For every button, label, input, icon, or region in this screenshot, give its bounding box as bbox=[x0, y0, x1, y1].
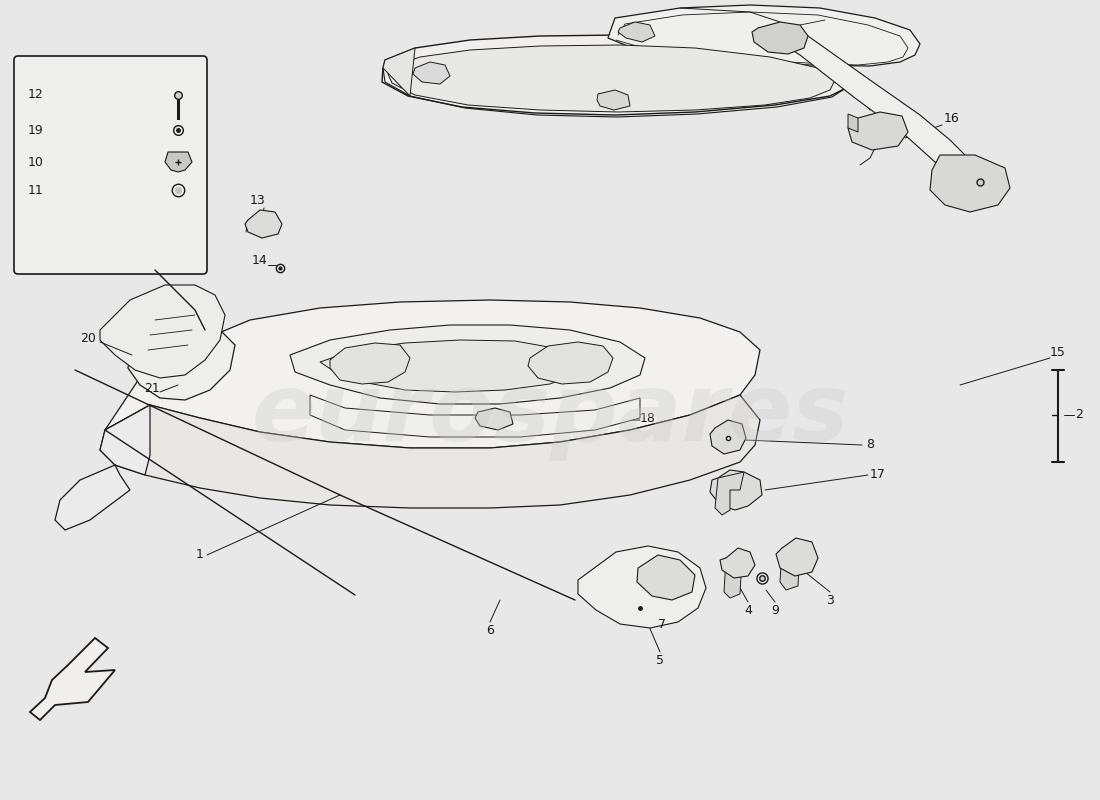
Text: 13: 13 bbox=[250, 194, 266, 206]
Polygon shape bbox=[848, 114, 858, 132]
Polygon shape bbox=[310, 395, 640, 437]
Polygon shape bbox=[320, 340, 580, 392]
FancyBboxPatch shape bbox=[14, 56, 207, 274]
Polygon shape bbox=[475, 408, 513, 430]
Polygon shape bbox=[128, 320, 235, 400]
Text: 11: 11 bbox=[28, 183, 44, 197]
Text: 3: 3 bbox=[826, 594, 834, 606]
Text: 5: 5 bbox=[656, 654, 664, 666]
Polygon shape bbox=[528, 342, 613, 384]
Text: 7: 7 bbox=[658, 618, 666, 631]
Polygon shape bbox=[412, 62, 450, 84]
Text: 2: 2 bbox=[1075, 409, 1082, 422]
Text: 9: 9 bbox=[771, 603, 779, 617]
Text: 10: 10 bbox=[28, 155, 44, 169]
Polygon shape bbox=[776, 538, 818, 576]
Polygon shape bbox=[848, 112, 908, 150]
Polygon shape bbox=[382, 35, 855, 115]
Text: 6: 6 bbox=[486, 623, 494, 637]
Polygon shape bbox=[597, 90, 630, 110]
Text: 18: 18 bbox=[640, 411, 656, 425]
Text: 16: 16 bbox=[944, 111, 960, 125]
Text: 15: 15 bbox=[1050, 346, 1066, 358]
Text: 12: 12 bbox=[28, 89, 44, 102]
Polygon shape bbox=[55, 405, 150, 530]
Text: 1: 1 bbox=[196, 549, 204, 562]
Polygon shape bbox=[388, 45, 835, 112]
Polygon shape bbox=[720, 548, 755, 578]
Polygon shape bbox=[618, 22, 654, 42]
Text: 8: 8 bbox=[866, 438, 874, 451]
Polygon shape bbox=[608, 5, 920, 66]
Polygon shape bbox=[780, 542, 812, 590]
Polygon shape bbox=[710, 420, 746, 454]
Text: 21: 21 bbox=[144, 382, 159, 394]
Polygon shape bbox=[724, 552, 750, 598]
Polygon shape bbox=[104, 300, 760, 448]
Text: 20: 20 bbox=[80, 331, 96, 345]
Text: eurospares: eurospares bbox=[251, 369, 849, 461]
Polygon shape bbox=[330, 343, 410, 384]
Polygon shape bbox=[383, 48, 415, 96]
Text: 4: 4 bbox=[744, 603, 752, 617]
Polygon shape bbox=[710, 470, 762, 510]
Polygon shape bbox=[930, 155, 1010, 212]
Polygon shape bbox=[290, 325, 645, 404]
Polygon shape bbox=[100, 395, 760, 508]
Text: 14: 14 bbox=[252, 254, 268, 266]
Polygon shape bbox=[752, 22, 808, 54]
Polygon shape bbox=[758, 28, 975, 185]
Polygon shape bbox=[30, 638, 116, 720]
Polygon shape bbox=[100, 285, 226, 378]
Polygon shape bbox=[637, 555, 695, 600]
Polygon shape bbox=[578, 546, 706, 628]
Polygon shape bbox=[165, 152, 192, 172]
Text: 19: 19 bbox=[28, 123, 44, 137]
Polygon shape bbox=[715, 472, 744, 515]
Text: 17: 17 bbox=[870, 469, 886, 482]
Polygon shape bbox=[245, 210, 282, 238]
